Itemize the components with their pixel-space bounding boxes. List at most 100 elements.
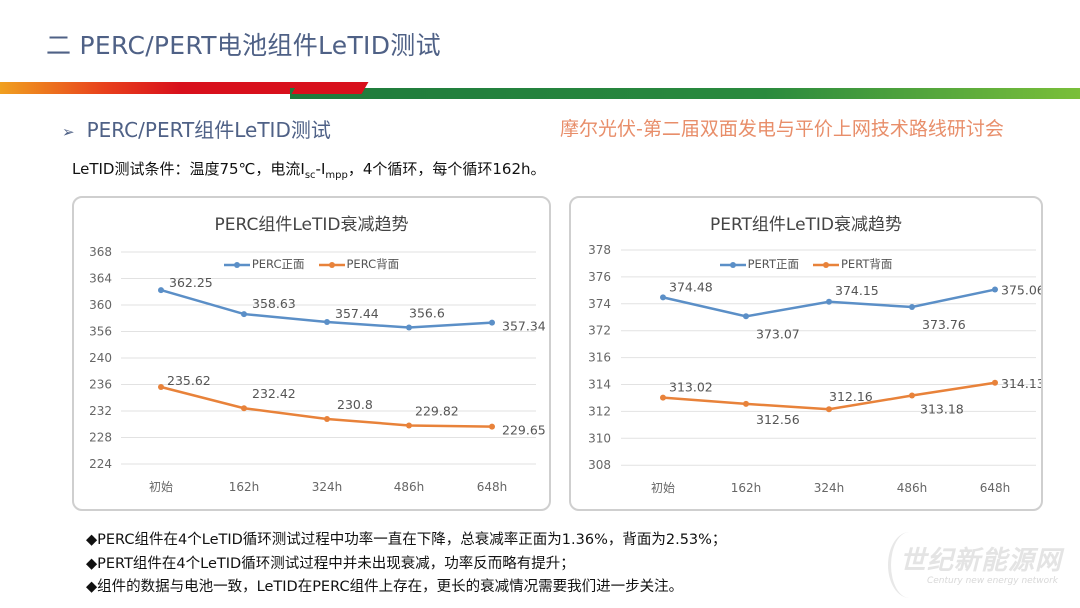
- data-label: 229.65: [502, 423, 546, 438]
- data-label: 312.16: [829, 389, 873, 404]
- data-point: [241, 405, 247, 412]
- y-tick-label: 374: [588, 297, 611, 311]
- y-tick-label: 310: [588, 431, 611, 445]
- legend-label: PERT背面: [841, 257, 893, 271]
- legend-label: PERC背面: [346, 257, 400, 271]
- arrow-bullet-icon: ➢: [62, 123, 75, 141]
- logo-swirl-icon: [888, 532, 931, 598]
- test-conditions: LeTID测试条件：温度75℃，电流Isc-Impp，4个循环，每个循环162h…: [72, 158, 546, 181]
- data-point: [489, 423, 495, 430]
- site-logo: 世纪新能源网 Century new energy network: [862, 532, 1062, 602]
- data-label: 232.42: [252, 386, 296, 401]
- y-tick-label: 308: [588, 458, 611, 472]
- data-label: 374.48: [669, 279, 713, 294]
- legend-label: PERC正面: [251, 257, 305, 271]
- watermark-text: 摩尔光伏-第二届双面发电与平价上网技术路线研讨会: [560, 118, 1004, 140]
- y-tick-label: 378: [588, 243, 611, 257]
- data-point: [158, 287, 164, 294]
- x-tick-label: 324h: [312, 480, 343, 494]
- bullet-list: ◆PERC组件在4个LeTID循环测试过程中功率一直在下降，总衰减率正面为1.3…: [86, 529, 726, 600]
- conditions-sub-mpp: mpp: [325, 170, 348, 181]
- x-tick-label: 486h: [897, 481, 928, 495]
- data-point: [324, 318, 330, 325]
- x-tick-label: 初始: [149, 480, 173, 494]
- data-label: 373.76: [922, 317, 966, 332]
- bullet-item: ◆PERT组件在4个LeTID循环测试过程中并未出现衰减，功率反而略有提升；: [86, 555, 575, 572]
- data-label: 314.13: [1001, 376, 1041, 391]
- perc-chart: 368 364 360 356 240 236 232 228 224 初始 162h 324h 486…: [72, 196, 551, 511]
- x-tick-label: 486h: [394, 480, 425, 494]
- data-point: [743, 400, 749, 407]
- data-label: 229.82: [415, 403, 459, 418]
- data-point: [406, 324, 412, 331]
- y-tick-label: 360: [89, 298, 112, 312]
- data-point: [743, 313, 749, 320]
- conditions-suffix: ，4个循环，每个循环162h。: [347, 160, 546, 178]
- x-tick-label: 324h: [814, 481, 845, 495]
- header-stripe-red: [0, 82, 300, 94]
- conditions-prefix: LeTID测试条件：温度75℃，电流I: [72, 160, 305, 178]
- y-tick-label: 224: [89, 457, 112, 471]
- conditions-sub-sc: sc: [304, 170, 316, 181]
- y-tick-label: 240: [89, 351, 112, 365]
- x-tick-label: 162h: [229, 480, 260, 494]
- x-tick-label: 162h: [731, 481, 762, 495]
- legend-item: PERC正面: [223, 257, 305, 271]
- y-tick-label: 356: [89, 325, 112, 339]
- chart-plot: 378 376 374 372 316 314 312 310 308 初始 162h 324h 486…: [588, 243, 1041, 495]
- data-label: 313.02: [669, 380, 713, 395]
- data-point: [158, 384, 164, 391]
- legend-item: PERC背面: [318, 257, 400, 271]
- data-label: 356.6: [409, 306, 445, 321]
- data-point: [489, 319, 495, 326]
- conditions-mid: -I: [315, 160, 326, 178]
- legend-line-icon: [318, 261, 345, 268]
- data-point: [660, 394, 666, 401]
- data-point: [909, 392, 915, 399]
- data-point: [241, 311, 247, 318]
- x-tick-label: 初始: [651, 481, 675, 495]
- data-label: 374.15: [835, 283, 879, 298]
- header-stripe-joint: [291, 82, 369, 94]
- data-label: 357.34: [502, 319, 546, 334]
- y-tick-label: 232: [89, 404, 112, 418]
- chart-title: PERT组件LeTID衰减趋势: [709, 215, 903, 235]
- legend-line-icon: [813, 261, 839, 268]
- chart-legend: PERC正面 PERC背面: [74, 256, 549, 272]
- x-tick-label: 648h: [980, 481, 1011, 495]
- data-label: 357.44: [335, 306, 379, 321]
- y-tick-label: 372: [588, 324, 611, 338]
- data-point: [406, 422, 412, 429]
- pert-chart: 378 376 374 372 316 314 312 310 308 初始 162h 324h 486…: [569, 196, 1043, 511]
- data-label: 362.25: [169, 275, 213, 290]
- legend-item: PERT背面: [813, 257, 892, 271]
- y-tick-label: 368: [89, 245, 112, 259]
- data-point: [826, 406, 832, 413]
- data-point: [324, 415, 330, 422]
- chart-plot: 368 364 360 356 240 236 232 228 224 初始 162h 324h 486…: [89, 245, 546, 494]
- chart-legend: PERT正面 PERT背面: [571, 256, 1041, 272]
- legend-item: PERT正面: [719, 257, 799, 271]
- y-tick-label: 316: [588, 351, 611, 365]
- data-label: 373.07: [756, 326, 800, 341]
- bullet-item: ◆PERC组件在4个LeTID循环测试过程中功率一直在下降，总衰减率正面为1.3…: [86, 532, 727, 548]
- y-tick-label: 364: [89, 272, 112, 286]
- logo-en: Century new energy network: [926, 576, 1058, 586]
- data-point: [992, 286, 998, 293]
- data-label: 312.56: [756, 412, 800, 427]
- section-heading: ➢ PERC/PERT组件LeTID测试: [62, 114, 331, 143]
- data-label: 230.8: [337, 397, 373, 412]
- data-label: 375.06: [1001, 283, 1041, 298]
- legend-line-icon: [719, 261, 746, 268]
- y-tick-label: 236: [89, 378, 112, 392]
- data-label: 235.62: [167, 373, 211, 388]
- data-label: 313.18: [920, 402, 964, 417]
- logo-cn: 世纪新能源网: [899, 546, 1062, 576]
- data-point: [826, 298, 832, 305]
- bullet-item: ◆组件的数据与电池一致，LeTID在PERC组件上存在，更长的衰减情况需要我们进…: [86, 579, 684, 595]
- data-label: 358.63: [252, 296, 296, 311]
- legend-label: PERT正面: [747, 257, 799, 271]
- y-tick-label: 314: [588, 378, 611, 392]
- y-tick-label: 228: [89, 431, 112, 445]
